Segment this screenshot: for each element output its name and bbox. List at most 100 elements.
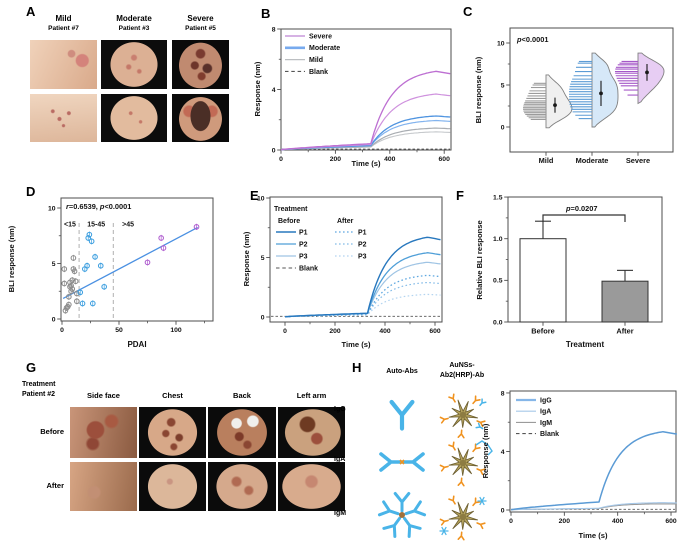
- mild-back-photo: [30, 94, 97, 142]
- svg-text:0: 0: [501, 507, 505, 514]
- svg-text:0: 0: [501, 124, 505, 131]
- svg-text:Mild: Mild: [539, 156, 554, 165]
- before-left-arm-photo: [278, 407, 345, 458]
- panel-f-letter: F: [456, 188, 464, 203]
- svg-text:600: 600: [429, 328, 441, 335]
- panel-h-row-igg: IgG: [334, 406, 346, 413]
- panel-h-row-iga: IgA: [334, 456, 346, 463]
- svg-text:0: 0: [283, 328, 287, 335]
- treatment-stage-label: Before: [40, 427, 64, 436]
- panel-f-chart: 0.0 0.5 1.0 1.5 Before After p=0.0207 Treatment…: [475, 194, 663, 349]
- panel-g-header-line2: Patient #2: [22, 391, 56, 398]
- svg-text:p<0.0001: p<0.0001: [516, 35, 548, 44]
- svg-text:0: 0: [52, 316, 56, 323]
- svg-text:0.5: 0.5: [493, 278, 503, 285]
- panel-c-chart: 0 5 10 Mild Moderate Severe p<0.0001 BLI respon…: [474, 27, 674, 165]
- patient-label: Patient #7: [48, 25, 79, 32]
- svg-text:Time (s): Time (s): [342, 340, 371, 349]
- igg-antibody-icon: [389, 399, 415, 431]
- aunss-label-line1: AuNSs-: [449, 362, 475, 369]
- svg-text:Response (nm): Response (nm): [253, 61, 262, 116]
- svg-text:Relative BLI response: Relative BLI response: [475, 220, 484, 299]
- svg-text:Moderate: Moderate: [576, 156, 609, 165]
- before-back-photo: [208, 407, 276, 458]
- panel-h-schematic: [377, 393, 493, 541]
- svg-text:0: 0: [272, 147, 276, 154]
- severe-back-photo: [172, 94, 229, 142]
- svg-text:P1: P1: [358, 229, 367, 236]
- severity-label: Mild: [55, 14, 72, 23]
- svg-text:600: 600: [665, 518, 677, 525]
- svg-text:r=0.6539, p<0.0001: r=0.6539, p<0.0001: [66, 202, 131, 211]
- svg-text:200: 200: [329, 328, 341, 335]
- svg-text:400: 400: [379, 328, 391, 335]
- panel-g-header-line1: Treatment: [22, 381, 56, 388]
- panel-a-letter: A: [26, 4, 36, 19]
- panel-d-letter: D: [26, 184, 36, 199]
- before-chest-photo: [139, 407, 206, 458]
- panel-h-col-auto-abs: Auto-Abs: [386, 368, 418, 375]
- before-side-face-photo: [70, 407, 137, 458]
- svg-text:15-45: 15-45: [87, 221, 105, 228]
- panel-b-letter: B: [261, 6, 271, 21]
- svg-text:IgG: IgG: [540, 397, 552, 404]
- svg-text:8: 8: [501, 390, 505, 397]
- svg-text:BLI response (nm): BLI response (nm): [474, 56, 483, 123]
- panel-g-letter: G: [26, 360, 37, 375]
- panel-h-row-igm: IgM: [334, 510, 347, 517]
- panel-c-letter: C: [463, 4, 473, 19]
- svg-text:200: 200: [330, 156, 342, 163]
- after-side-face-photo: [70, 462, 137, 511]
- svg-text:>45: >45: [122, 221, 134, 228]
- body-part-label: Left arm: [296, 391, 327, 400]
- svg-text:Blank: Blank: [540, 431, 559, 438]
- patient-label: Patient #3: [118, 25, 150, 32]
- svg-text:8: 8: [272, 26, 276, 33]
- svg-text:0: 0: [509, 518, 513, 525]
- svg-text:400: 400: [612, 518, 624, 525]
- svg-text:0: 0: [60, 327, 64, 334]
- svg-text:<15: <15: [64, 221, 76, 228]
- svg-text:P1: P1: [299, 229, 308, 236]
- aunss-label-line2: Ab2(HRP)-Ab: [439, 372, 485, 379]
- svg-text:Response (nm): Response (nm): [481, 423, 490, 478]
- svg-text:Before: Before: [531, 327, 554, 336]
- moderate-chest-photo: [101, 40, 167, 89]
- svg-text:P3: P3: [299, 253, 308, 260]
- svg-text:Time (s): Time (s): [352, 159, 381, 168]
- svg-text:1.0: 1.0: [493, 236, 503, 243]
- svg-text:400: 400: [384, 156, 396, 163]
- svg-text:0: 0: [279, 156, 283, 163]
- svg-text:5: 5: [52, 261, 56, 268]
- svg-text:Severe: Severe: [626, 156, 650, 165]
- svg-text:10: 10: [48, 205, 56, 212]
- svg-text:Treatment: Treatment: [566, 340, 605, 349]
- svg-text:Severe: Severe: [309, 33, 332, 40]
- svg-text:IgM: IgM: [540, 420, 552, 427]
- panel-d-chart: 0 50 100 0 5 10 <15 15-45 >45 r=0.6539, p<0.0001 P…: [7, 197, 214, 349]
- patient-label: Patient #5: [185, 25, 216, 32]
- after-left-arm-photo: [278, 462, 345, 511]
- treatment-stage-label: After: [46, 481, 64, 490]
- iga-antibody-icon: [379, 452, 425, 472]
- svg-text:After: After: [616, 327, 633, 336]
- svg-text:5: 5: [501, 82, 505, 89]
- body-part-label: Back: [233, 391, 251, 400]
- panel-h-chart: 0 200 400 600 0 4 8 Time (s) Response (nm) IgG IgA…: [481, 390, 678, 540]
- body-part-label: Side face: [87, 391, 120, 400]
- svg-text:Before: Before: [278, 218, 300, 225]
- svg-text:4: 4: [272, 87, 276, 94]
- svg-text:Time (s): Time (s): [579, 531, 608, 540]
- body-part-label: Chest: [162, 391, 183, 400]
- aunss-igm-complex-icon: [439, 495, 487, 541]
- svg-text:10: 10: [497, 40, 505, 47]
- svg-text:Blank: Blank: [299, 265, 318, 272]
- svg-text:5: 5: [261, 255, 265, 262]
- panel-e-letter: E: [250, 188, 259, 203]
- svg-text:Mild: Mild: [309, 57, 323, 64]
- svg-text:Response (nm): Response (nm): [242, 231, 251, 286]
- svg-text:P2: P2: [299, 241, 308, 248]
- severity-label: Severe: [187, 14, 214, 23]
- svg-text:10: 10: [257, 195, 265, 202]
